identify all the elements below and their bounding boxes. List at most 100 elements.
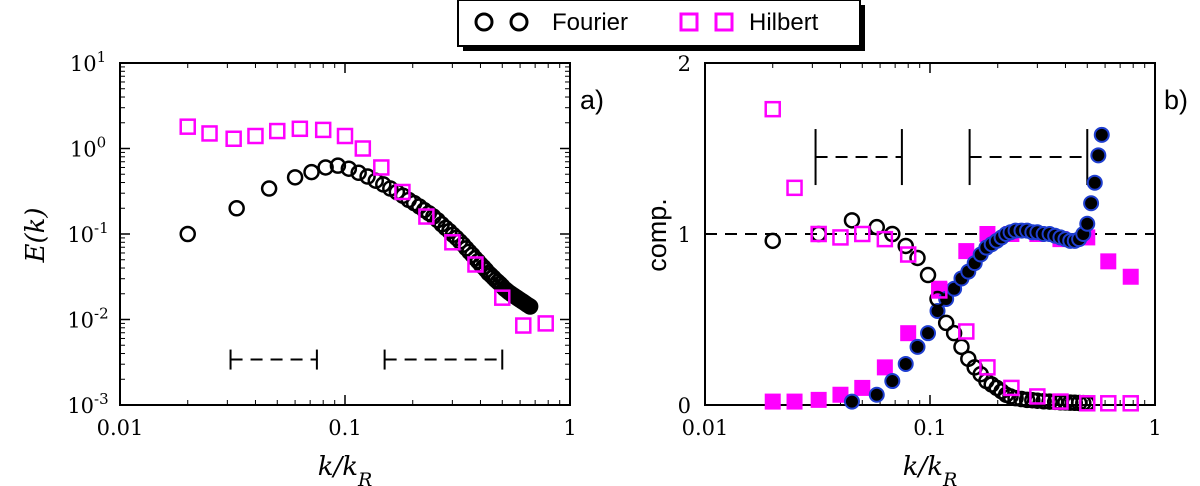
hilbert-point [354,140,372,157]
hilbert-point [1029,388,1046,405]
hilbert-point [832,229,849,246]
x-tick-label: 0.1 [328,416,361,440]
fourier-filled-point [1093,126,1110,143]
legend-hilbert-marker-1 [679,12,699,32]
hilbert-point [467,256,484,273]
fourier-filled-point [909,338,926,355]
fourier-point [764,232,781,250]
y-tick-label: 1 [678,223,691,247]
hilbert-point [494,289,511,306]
panel-a-y-tick-labels: 10-3 10-2 10-1 100 101 [67,48,108,418]
hilbert-point [225,130,242,148]
fourier-point [228,200,245,217]
fourier-point [359,168,376,185]
legend-hilbert-label: Hilbert [749,9,819,36]
fourier-point [329,157,347,174]
hilbert-filled-point [854,379,871,396]
hilbert-point [1122,395,1139,412]
hilbert-point [201,125,218,142]
hilbert-filled-point [786,393,803,410]
y-tick-label: 10-2 [67,305,108,333]
hilbert-point [373,159,390,176]
fourier-point [1041,393,1058,410]
y-tick-label: 10-3 [67,390,108,418]
fourier-point [1018,391,1036,409]
panel-a: 10-3 10-2 10-1 100 101 0.01 0.1 1 a) k/kR E(k) [21,48,604,486]
hilbert-point [1100,395,1117,412]
fourier-point [260,180,278,197]
hilbert-point [979,359,996,376]
hilbert-point [810,225,827,243]
fourier-point [317,159,334,176]
hilbert-point [899,246,917,263]
hilbert-point [179,118,196,135]
hilbert-point [247,127,264,145]
fourier-point [521,298,539,315]
hilbert-point [876,230,894,248]
hilbert-point [854,225,871,243]
panel-a-label: a) [580,85,604,115]
legend-hilbert-marker-2 [714,12,734,32]
fourier-point [340,160,358,177]
fourier-point [937,314,955,332]
fourier-point [909,249,926,267]
fourier-point [919,266,937,284]
scale-bar [968,129,1089,186]
panel-b-x-tick-labels: 0.01 0.1 1 [682,416,1162,440]
fourier-point [945,324,963,342]
legend-box [457,0,861,47]
panel-a-y-axis-label: E(k) [21,207,51,263]
fourier-filled-point [1086,174,1103,191]
hilbert-point [336,127,354,145]
panel-a-markers [179,118,554,334]
fourier-point [929,290,946,308]
hilbert-point [269,122,286,140]
scale-bar [229,349,318,370]
x-tick-label: 0.01 [682,416,729,440]
panel-b: 0 1 2 0.01 0.1 1 b) k/kR comp. [642,52,1188,486]
fourier-point [1007,389,1024,407]
fourier-point [303,163,320,181]
y-tick-label: 10-1 [67,219,108,247]
legend-fourier-label: Fourier [552,9,628,36]
hilbert-point [515,317,532,334]
hilbert-point [444,234,461,251]
hilbert-point [394,183,411,201]
fourier-point [897,237,914,255]
fourier-point [179,225,196,243]
hilbert-filled-point [900,325,917,342]
panel-a-scale-bars [229,349,504,370]
fourier-filled-point [897,355,914,372]
legend: Fourier Hilbert [457,0,865,51]
panel-b-scale-bars [814,129,1089,186]
hilbert-point [1052,393,1069,410]
scale-bar [383,349,504,370]
hilbert-filled-point [1100,253,1117,270]
panel-b-y-axis-label: comp. [642,198,672,272]
hilbert-point [291,120,309,138]
hilbert-point [537,315,554,332]
fourier-point [1013,390,1030,408]
fourier-filled-point [929,302,946,319]
hilbert-filled-point [876,359,893,376]
hilbert-point [931,282,948,299]
panel-b-y-tick-labels: 0 1 2 [678,52,691,418]
hilbert-point [958,323,975,340]
hilbert-filled-point [832,386,849,403]
x-tick-label: 0.1 [913,416,946,440]
y-tick-label: 0 [678,394,691,418]
x-tick-label: 0.01 [97,416,144,440]
hilbert-point [1079,395,1096,412]
fourier-filled-point [1090,147,1107,164]
hilbert-filled-point [810,391,827,408]
scale-bar [814,129,903,186]
hilbert-point [1003,379,1020,397]
panel-a-minor-ticks [119,62,571,406]
hilbert-point [764,100,781,118]
fourier-point [286,169,304,186]
fourier-filled-point [920,325,937,342]
fourier-point [350,164,367,182]
panel-b-markers [764,100,1139,412]
panel-b-x-axis-label: k/kR [903,452,958,486]
